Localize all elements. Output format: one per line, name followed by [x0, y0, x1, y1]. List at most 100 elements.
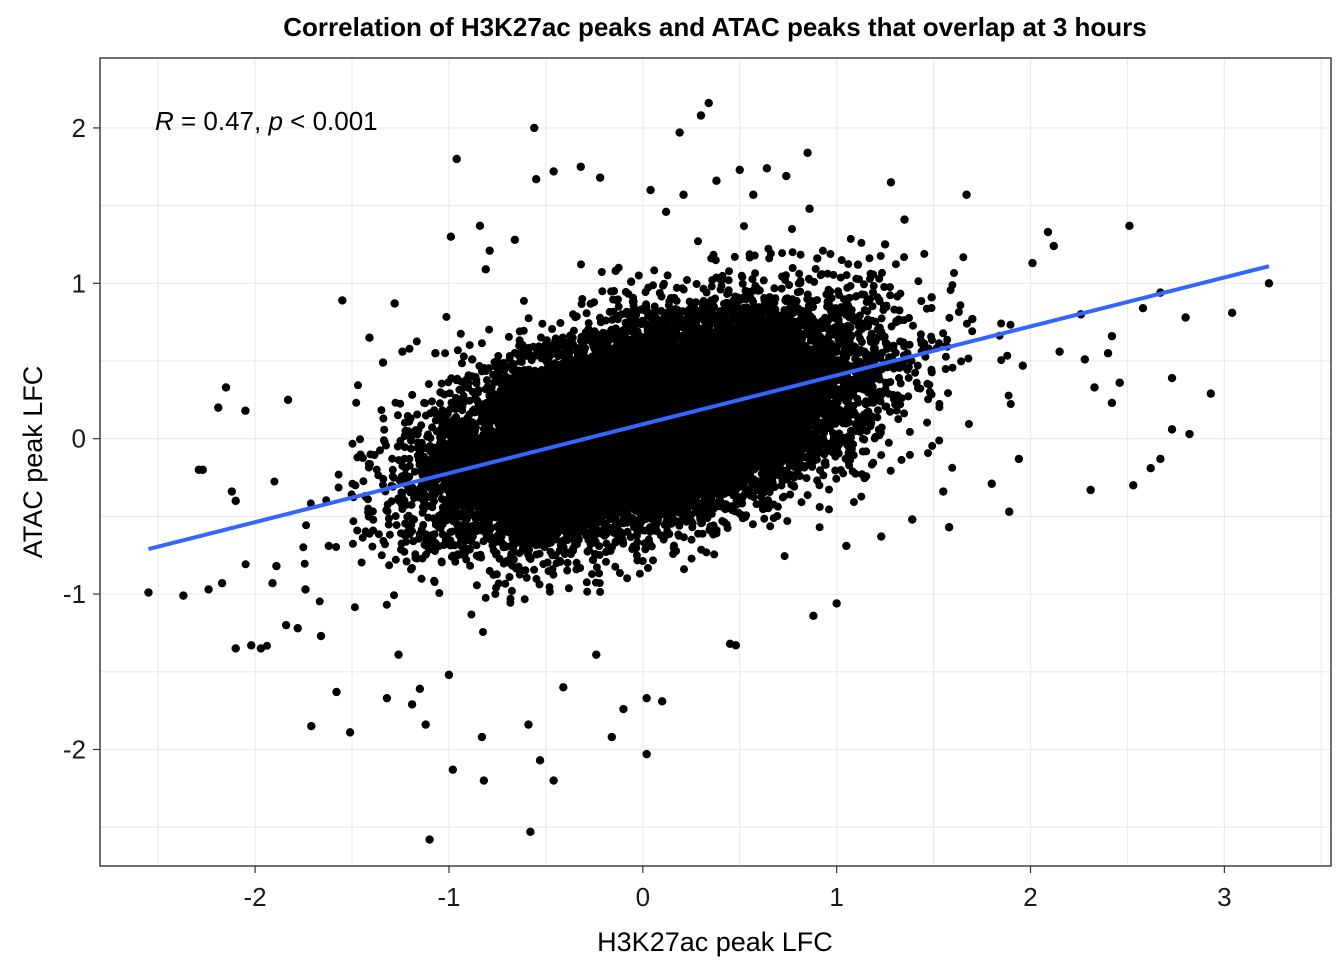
data-point — [549, 167, 558, 176]
data-point — [1049, 241, 1058, 251]
data-point — [927, 293, 936, 302]
data-point — [1167, 425, 1177, 434]
y-tick-label: -1 — [63, 579, 86, 609]
data-point — [421, 720, 430, 729]
data-point — [365, 333, 374, 342]
data-point — [198, 465, 207, 474]
data-point — [446, 232, 456, 241]
data-point — [1125, 221, 1134, 231]
data-point — [448, 765, 458, 774]
data-point — [642, 749, 651, 759]
data-point — [1014, 454, 1024, 464]
data-point — [530, 123, 539, 133]
data-point — [1227, 308, 1237, 318]
data-point — [268, 579, 277, 588]
data-point — [908, 515, 917, 524]
data-point — [468, 355, 477, 364]
data-point — [510, 235, 520, 244]
data-point — [307, 721, 316, 731]
data-points — [144, 98, 1274, 844]
data-point — [832, 599, 841, 608]
data-point — [611, 266, 620, 276]
data-point — [324, 541, 333, 551]
data-point — [1115, 378, 1124, 387]
data-point — [900, 215, 909, 224]
data-point — [256, 644, 266, 653]
data-point — [301, 585, 310, 594]
data-point — [444, 670, 454, 680]
data-point — [1004, 507, 1014, 516]
data-point — [704, 98, 713, 108]
plot-panel-border — [99, 57, 1332, 867]
x-tick-label: 3 — [1217, 882, 1231, 912]
data-point — [1103, 349, 1113, 358]
correlation-annotation: R = 0.47, p < 0.001 — [155, 106, 378, 136]
data-point — [241, 406, 250, 415]
data-point — [231, 644, 240, 653]
data-point — [1107, 398, 1117, 408]
data-point — [675, 128, 684, 137]
data-point — [477, 732, 487, 742]
data-point — [735, 165, 744, 175]
axis-ticks: -2 -1 0 1 2 3 -2 -1 0 1 2 — [63, 113, 1232, 912]
bulk-point-cloud — [241, 222, 1015, 650]
x-axis-title: H3K27ac peak LFC — [597, 927, 833, 957]
data-point — [425, 835, 434, 844]
data-point — [1028, 258, 1037, 268]
chart-title: Correlation of H3K27ac peaks and ATAC pe… — [283, 12, 1147, 42]
data-point — [626, 277, 636, 286]
data-point — [595, 173, 605, 182]
data-point — [853, 260, 863, 269]
data-point — [657, 697, 667, 706]
data-point — [842, 541, 851, 551]
data-point — [345, 728, 355, 737]
data-point — [1090, 383, 1099, 392]
data-point — [1156, 454, 1165, 464]
r-symbol: R — [155, 106, 174, 136]
x-tick-label: 1 — [829, 882, 843, 912]
data-point — [809, 611, 818, 621]
data-point — [227, 487, 237, 496]
data-point — [1206, 389, 1216, 398]
data-point — [877, 532, 886, 541]
y-tick-label: 1 — [72, 268, 86, 298]
data-point — [415, 684, 425, 694]
data-point — [217, 579, 227, 588]
x-tick-label: 2 — [1023, 882, 1037, 912]
data-point — [1055, 347, 1064, 356]
data-point — [944, 523, 954, 532]
data-point — [247, 641, 256, 650]
data-point — [646, 185, 655, 195]
data-point — [968, 314, 977, 324]
data-point — [398, 347, 407, 356]
data-point — [1167, 373, 1177, 383]
data-point — [592, 650, 601, 659]
data-point — [696, 111, 706, 120]
data-point — [1107, 331, 1117, 341]
data-point — [813, 254, 822, 263]
x-tick-label: -2 — [244, 882, 267, 912]
data-point — [338, 296, 347, 305]
data-point — [452, 154, 461, 164]
data-point — [1043, 227, 1053, 237]
data-point — [642, 693, 651, 703]
data-point — [390, 299, 399, 308]
data-point — [607, 732, 616, 742]
p-symbol: p — [267, 106, 282, 136]
data-point — [712, 176, 721, 185]
data-point — [962, 190, 971, 199]
data-point — [661, 207, 671, 217]
data-point — [939, 487, 948, 496]
data-point — [479, 776, 489, 785]
data-point — [293, 624, 302, 633]
data-point — [144, 588, 153, 597]
data-point — [378, 358, 388, 367]
y-tick-label: 0 — [72, 424, 86, 454]
data-point — [535, 756, 545, 765]
data-point — [214, 403, 223, 412]
data-point — [221, 383, 231, 392]
data-point — [1138, 303, 1148, 313]
data-point — [431, 349, 440, 358]
data-point — [475, 221, 485, 231]
